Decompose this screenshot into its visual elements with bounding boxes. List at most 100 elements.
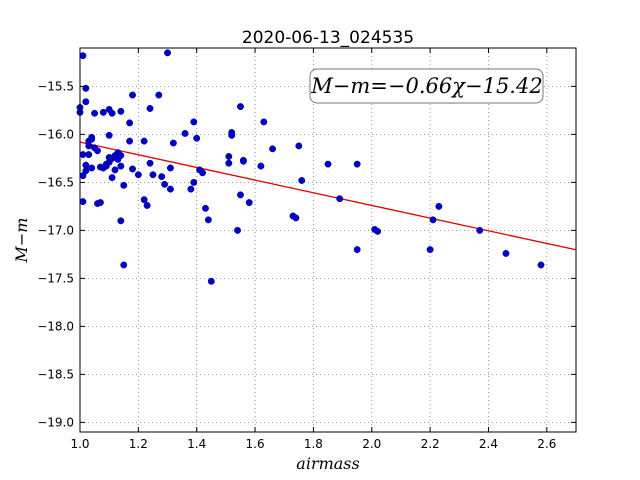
data-point [295, 142, 303, 150]
data-point [292, 214, 300, 222]
data-point [108, 174, 116, 182]
data-point [190, 178, 198, 186]
data-point [166, 164, 174, 172]
data-point [82, 161, 90, 169]
data-point [126, 119, 134, 127]
data-point [108, 109, 116, 117]
data-point [228, 131, 236, 139]
data-point [155, 91, 163, 99]
data-point [120, 181, 128, 189]
data-point [134, 171, 142, 179]
data-point [237, 103, 244, 111]
legend-box [309, 68, 544, 104]
x-axis-label: airmass [296, 454, 359, 473]
fit-legend: M−m=−0.66χ−15.42 [309, 68, 544, 104]
data-point [143, 201, 151, 209]
x-tick-label: 2.2 [421, 437, 440, 451]
data-point [146, 105, 154, 112]
data-point [82, 98, 90, 106]
y-tick-label: −16.5 [37, 175, 74, 189]
data-point [353, 246, 361, 254]
plot-frame [79, 47, 577, 433]
y-tick-label: −17.5 [37, 271, 74, 285]
x-tick-label: 1.6 [246, 437, 265, 451]
y-tick-label: −18.0 [37, 319, 74, 333]
data-point [129, 91, 136, 99]
data-point [260, 118, 268, 126]
data-point [426, 246, 434, 254]
data-point [120, 261, 128, 269]
x-tick-label: 1.2 [129, 437, 148, 451]
data-point [502, 249, 510, 257]
data-point [117, 152, 125, 159]
data-point [85, 142, 93, 150]
data-point [181, 129, 189, 137]
data-point [190, 118, 198, 126]
data-point [117, 162, 125, 170]
data-point [237, 191, 244, 199]
data-point [158, 173, 166, 181]
data-point [79, 52, 87, 60]
data-point [435, 202, 443, 210]
data-point [129, 165, 136, 173]
data-point [140, 137, 148, 145]
data-point [164, 49, 171, 57]
data-point [149, 171, 157, 179]
data-point [257, 162, 265, 170]
data-point [353, 160, 361, 168]
fit-equation: M−m=−0.66χ−15.42 [310, 74, 542, 98]
x-tick-label: 1.0 [70, 437, 89, 451]
data-point [126, 137, 134, 145]
data-point [324, 160, 332, 168]
data-points [76, 49, 545, 285]
data-point [204, 216, 212, 224]
data-point [199, 169, 206, 177]
data-point [117, 217, 125, 225]
data-point [476, 226, 484, 234]
data-point [117, 107, 125, 115]
data-point [193, 134, 201, 142]
x-tick-label: 1.8 [304, 437, 323, 451]
x-tick-label: 2.0 [362, 437, 381, 451]
data-point [239, 157, 247, 165]
data-point [161, 180, 169, 188]
fit-line [79, 141, 577, 251]
y-tick-label: −18.5 [37, 367, 74, 381]
data-point [225, 159, 233, 167]
data-point [91, 109, 99, 117]
data-point [298, 177, 306, 184]
data-point [85, 151, 93, 159]
data-point [82, 167, 90, 175]
data-point [88, 164, 96, 172]
data-point [140, 196, 148, 204]
data-point [166, 185, 174, 193]
fit-line-layer [79, 141, 577, 251]
data-point [225, 153, 233, 160]
y-tick-label: −16.0 [37, 127, 74, 141]
data-point [96, 199, 104, 207]
x-tick-label: 2.4 [479, 437, 498, 451]
data-point [336, 195, 344, 203]
data-point [169, 139, 177, 147]
data-point [202, 204, 209, 212]
data-point [234, 226, 242, 234]
data-point [429, 216, 437, 224]
data-point [537, 261, 545, 269]
data-point [374, 227, 382, 235]
data-point [111, 166, 119, 174]
x-tick-label: 2.6 [537, 437, 556, 451]
data-point [99, 108, 107, 116]
data-point [79, 151, 87, 159]
data-point [79, 198, 87, 206]
data-point [146, 159, 154, 167]
data-point [94, 147, 101, 155]
data-point [207, 277, 215, 285]
data-point [187, 185, 195, 193]
data-point [88, 135, 96, 143]
y-axis-label: M−m [12, 218, 31, 264]
x-tick-labels: 1.0 1.2 1.4 1.6 1.8 2.0 2.2 2.4 2.6 [70, 437, 556, 451]
axis-ticks [79, 48, 576, 432]
chart-title: 2020-06-13_024535 [242, 28, 414, 48]
x-tick-label: 1.4 [187, 437, 206, 451]
grid-lines [79, 48, 576, 432]
